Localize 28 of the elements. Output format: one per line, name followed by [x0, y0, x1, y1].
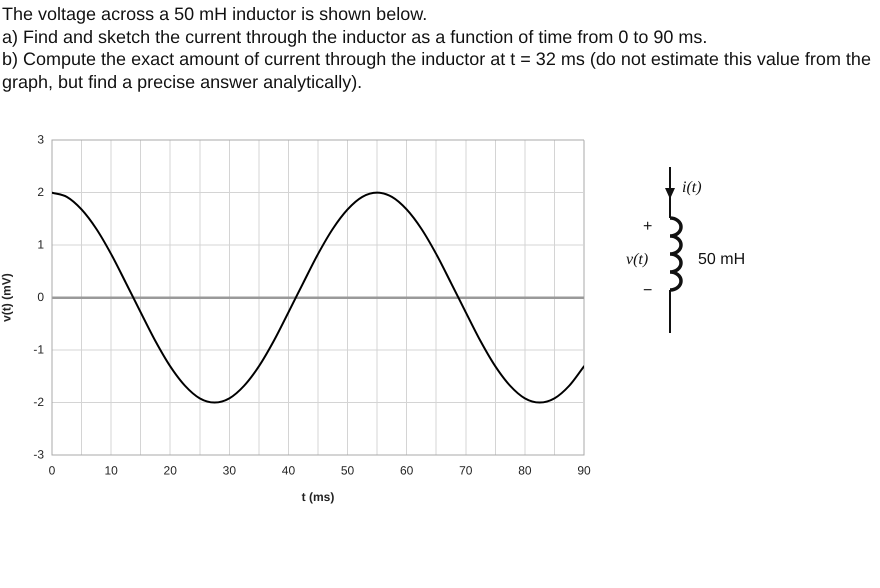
x-tick-label: 50	[340, 464, 355, 478]
y-tick-label: 1	[37, 237, 44, 252]
text: i(t)	[682, 179, 702, 197]
x-axis-title: t (ms)	[302, 490, 334, 504]
y-tick-label: -1	[33, 342, 44, 356]
x-tick-label: 60	[400, 464, 414, 478]
x-tick-label: 80	[518, 464, 532, 478]
text: a) Find and sketch the current through the inductor as a function of time from 0 to 90 ms.	[2, 26, 708, 48]
line-series	[52, 192, 584, 404]
y-tick-label: 3	[37, 132, 44, 147]
x-tick-label: 20	[164, 464, 178, 478]
chart-title: The voltage across a 50 mH inductor is shown below.	[2, 3, 428, 26]
y-tick-label: -2	[33, 394, 44, 409]
text: 50 mH	[698, 251, 746, 269]
y-tick-label: -3	[33, 447, 44, 462]
x-tick-label: 70	[459, 464, 473, 478]
x-tick-label: 30	[222, 464, 236, 478]
y-tick-label: 2	[37, 184, 44, 199]
x-tick-label: 0	[48, 464, 56, 478]
text: −	[643, 282, 652, 300]
text: +	[643, 218, 652, 236]
x-tick-label: 40	[282, 464, 296, 478]
x-tick-label: 10	[104, 464, 118, 478]
y-tick-label: 0	[37, 290, 44, 304]
y-axis-title: v(t) (mV)	[0, 273, 14, 322]
text: v(t)	[626, 251, 648, 269]
x-tick-label: 90	[577, 464, 591, 478]
text: b) Compute the exact amount of current through the inductor at t = 32 ms (do not estimate this value from the graph, but find a precise answer analytically).	[2, 48, 872, 93]
